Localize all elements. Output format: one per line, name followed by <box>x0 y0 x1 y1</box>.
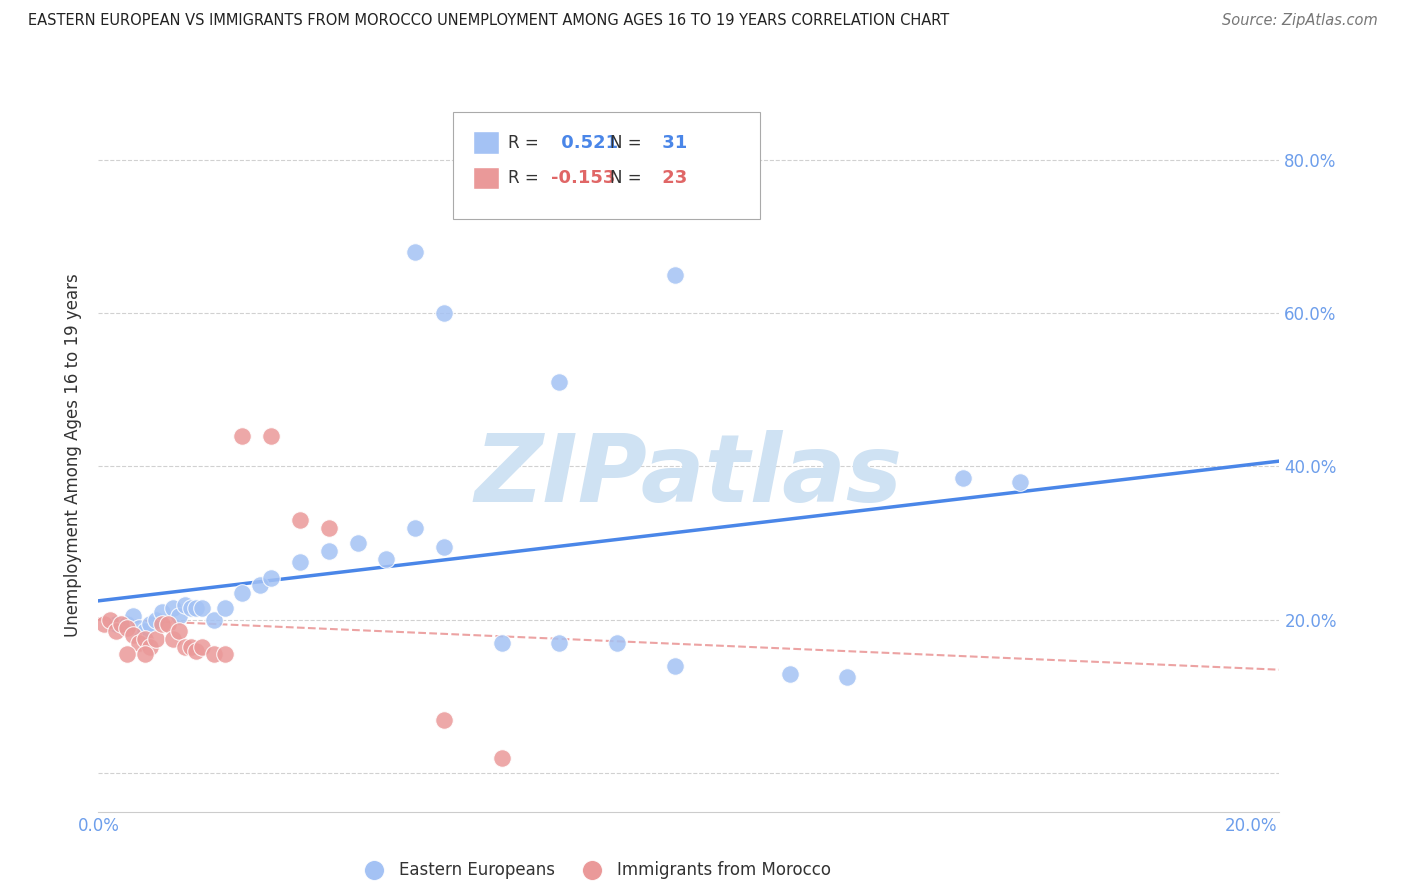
Text: N =: N = <box>610 169 641 187</box>
Point <box>110 616 132 631</box>
Point <box>548 375 571 389</box>
Point <box>134 632 156 646</box>
Text: N =: N = <box>610 134 641 152</box>
Point <box>433 540 456 554</box>
Text: R =: R = <box>508 134 538 152</box>
Point <box>167 624 190 639</box>
Point <box>134 648 156 662</box>
Point <box>98 613 121 627</box>
Point <box>214 648 236 662</box>
Point <box>548 636 571 650</box>
Point <box>115 648 138 662</box>
Point <box>346 536 368 550</box>
Point <box>145 632 167 646</box>
Point <box>404 521 426 535</box>
Point <box>150 605 173 619</box>
Point <box>93 616 115 631</box>
Point <box>214 601 236 615</box>
Point <box>260 428 283 442</box>
Point <box>952 471 974 485</box>
Point <box>779 666 801 681</box>
Point <box>104 616 127 631</box>
Point <box>433 306 456 320</box>
Text: 23: 23 <box>655 169 688 187</box>
Point <box>122 609 145 624</box>
Point <box>167 609 190 624</box>
Text: EASTERN EUROPEAN VS IMMIGRANTS FROM MOROCCO UNEMPLOYMENT AMONG AGES 16 TO 19 YEA: EASTERN EUROPEAN VS IMMIGRANTS FROM MORO… <box>28 13 949 29</box>
Point <box>156 616 179 631</box>
Point <box>837 670 859 684</box>
Point <box>249 578 271 592</box>
Point <box>288 513 311 527</box>
Point <box>191 640 214 654</box>
Point <box>231 428 253 442</box>
Point <box>128 621 150 635</box>
Point <box>318 544 340 558</box>
Point <box>173 598 195 612</box>
Point <box>404 244 426 259</box>
Point <box>191 601 214 615</box>
Point <box>150 616 173 631</box>
Point <box>134 624 156 639</box>
Point <box>180 601 202 615</box>
Point <box>491 636 513 650</box>
Point <box>664 268 686 282</box>
Point <box>115 616 138 631</box>
Point <box>260 571 283 585</box>
Bar <box>472 131 499 153</box>
Point <box>1010 475 1032 489</box>
Point <box>664 659 686 673</box>
Point <box>104 624 127 639</box>
Point <box>433 713 456 727</box>
Y-axis label: Unemployment Among Ages 16 to 19 years: Unemployment Among Ages 16 to 19 years <box>65 273 83 637</box>
Point <box>606 636 628 650</box>
Point <box>202 648 225 662</box>
Text: Source: ZipAtlas.com: Source: ZipAtlas.com <box>1222 13 1378 29</box>
Text: -0.153: -0.153 <box>551 169 616 187</box>
Point <box>186 643 208 657</box>
Point <box>162 601 184 615</box>
Point <box>122 628 145 642</box>
Point <box>139 616 162 631</box>
FancyBboxPatch shape <box>453 112 759 219</box>
Point <box>115 621 138 635</box>
Text: 31: 31 <box>655 134 688 152</box>
Point <box>128 636 150 650</box>
Point <box>375 551 398 566</box>
Text: ZIPatlas: ZIPatlas <box>475 430 903 523</box>
Point <box>231 586 253 600</box>
Point <box>491 751 513 765</box>
Point <box>288 555 311 569</box>
Point <box>186 601 208 615</box>
Point <box>162 632 184 646</box>
Text: 0.521: 0.521 <box>555 134 619 152</box>
Point <box>173 640 195 654</box>
Bar <box>472 167 499 189</box>
Point <box>318 521 340 535</box>
Text: R =: R = <box>508 169 538 187</box>
Point <box>145 613 167 627</box>
Point <box>202 613 225 627</box>
Point <box>180 640 202 654</box>
Point <box>139 640 162 654</box>
Legend: Eastern Europeans, Immigrants from Morocco: Eastern Europeans, Immigrants from Moroc… <box>352 855 838 886</box>
